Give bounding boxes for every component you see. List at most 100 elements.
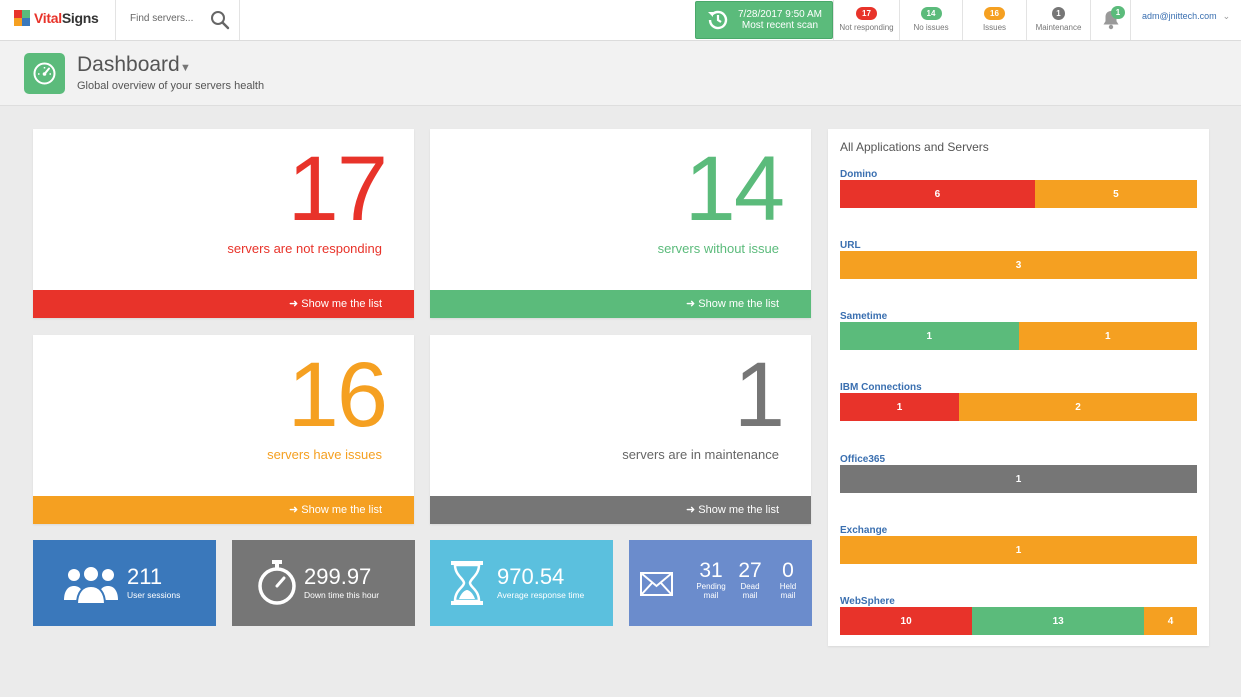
app-name[interactable]: WebSphere: [840, 596, 895, 607]
page-subtitle: Global overview of your servers health: [77, 80, 265, 92]
response-time-value: 970.54: [497, 564, 565, 589]
segment-orange[interactable]: 4: [1144, 607, 1197, 635]
segment-red[interactable]: 10: [840, 607, 973, 635]
app-row-ibm-connections: IBM Connections 1 2: [840, 382, 1197, 421]
most-recent-scan-button[interactable]: 7/28/2017 9:50 AM Most recent scan: [695, 1, 833, 39]
show-list-issues-button[interactable]: ➜ Show me the list: [33, 496, 414, 524]
maintenance-description: servers are in maintenance: [622, 447, 779, 462]
dead-mail-label-2: mail: [742, 591, 758, 600]
scan-date: 7/28/2017 9:50 AM: [738, 9, 822, 20]
tile-mail: 31 Pending mail 27 Dead mail 0 Held mail: [629, 540, 812, 626]
pending-mail-value: 31: [699, 559, 723, 582]
user-email: adm@jnittech.com: [1142, 11, 1217, 21]
user-sessions-value: 211: [127, 564, 163, 589]
app-name[interactable]: Exchange: [840, 525, 888, 536]
history-icon: [708, 10, 728, 30]
segment-red[interactable]: 1: [840, 393, 959, 421]
notifications-badge: 1: [1111, 6, 1125, 19]
held-mail-label-1: Held: [779, 582, 797, 591]
app-name[interactable]: URL: [840, 240, 861, 251]
not-responding-count: 17: [287, 138, 388, 240]
segment-orange[interactable]: 5: [1034, 180, 1197, 208]
notifications-button[interactable]: 1: [1090, 0, 1130, 40]
maintenance-badge: 1: [1052, 7, 1065, 20]
dead-mail-value: 27: [738, 559, 762, 582]
not-responding-description: servers are not responding: [227, 241, 382, 256]
tile-user-sessions: 211 User sessions: [33, 540, 216, 626]
brand-name: VitalSigns: [34, 10, 99, 26]
issues-description: servers have issues: [267, 447, 382, 462]
panel-title: All Applications and Servers: [840, 140, 989, 154]
app-row-websphere: WebSphere 10 13 4: [840, 596, 1197, 635]
stat-issues[interactable]: 16 Issues: [962, 0, 1026, 40]
held-mail-value: 0: [782, 559, 794, 582]
stopwatch-icon: [258, 560, 296, 605]
dead-mail-label-1: Dead: [740, 582, 760, 591]
app-row-domino: Domino 6 5: [840, 169, 1197, 208]
scan-label: Most recent scan: [741, 20, 819, 31]
show-list-not-responding-button[interactable]: ➜ Show me the list: [33, 290, 414, 318]
page-title[interactable]: Dashboard: [77, 53, 180, 76]
pending-mail: 31 Pending mail: [696, 559, 726, 601]
segment-orange[interactable]: 2: [959, 393, 1197, 421]
card-issues: 16 servers have issues ➜ Show me the lis…: [33, 335, 414, 524]
app-row-sametime: Sametime 1 1: [840, 311, 1197, 350]
envelope-icon: [640, 572, 673, 596]
arrow-right-icon: ➜: [289, 504, 299, 516]
maintenance-count: 1: [733, 344, 785, 446]
tile-down-time: 299.97 Down time this hour: [232, 540, 415, 626]
segment-gray[interactable]: 1: [840, 465, 1197, 493]
page-header: Dashboard ▼ Global overview of your serv…: [0, 41, 1241, 106]
show-list-maintenance-button[interactable]: ➜ Show me the list: [430, 496, 811, 524]
response-time-label: Average response time: [497, 590, 585, 600]
not-responding-label: Not responding: [839, 23, 894, 32]
chevron-down-icon[interactable]: ▼: [180, 62, 191, 74]
status-bar: 1: [840, 465, 1197, 493]
card-maintenance: 1 servers are in maintenance ➜ Show me t…: [430, 335, 811, 524]
stat-maintenance[interactable]: 1 Maintenance: [1026, 0, 1090, 40]
issues-badge: 16: [984, 7, 1005, 20]
app-row-office365: Office365 1: [840, 454, 1197, 493]
issues-count: 16: [287, 344, 388, 446]
stat-not-responding[interactable]: 17 Not responding: [833, 0, 899, 40]
segment-red[interactable]: 6: [840, 180, 1035, 208]
hourglass-icon: [451, 561, 483, 605]
issues-label: Issues: [982, 23, 1007, 32]
user-sessions-label: User sessions: [127, 590, 181, 600]
no-issues-description: servers without issue: [657, 241, 779, 256]
user-menu[interactable]: adm@jnittech.com ⌄: [1130, 0, 1241, 40]
top-bar: VitalSigns 7/28/2017 9:50 AM Most recent…: [0, 0, 1241, 41]
status-bar: 1: [840, 536, 1197, 564]
chevron-down-icon: ⌄: [1222, 11, 1231, 21]
search-icon[interactable]: [210, 10, 230, 30]
not-responding-badge: 17: [856, 7, 877, 20]
maintenance-label: Maintenance: [1035, 23, 1082, 32]
down-time-value: 299.97: [304, 564, 372, 589]
held-mail-label-2: mail: [780, 591, 796, 600]
app-row-exchange: Exchange 1: [840, 525, 1197, 564]
segment-green[interactable]: 1: [840, 322, 1019, 350]
show-list-no-issues-button[interactable]: ➜ Show me the list: [430, 290, 811, 318]
app-name[interactable]: Office365: [840, 454, 886, 465]
app-name[interactable]: Sametime: [840, 311, 888, 322]
segment-green[interactable]: 13: [972, 607, 1145, 635]
stat-no-issues[interactable]: 14 No issues: [899, 0, 962, 40]
segment-orange[interactable]: 3: [840, 251, 1197, 279]
app-logo[interactable]: VitalSigns: [14, 10, 99, 26]
segment-orange[interactable]: 1: [1018, 322, 1197, 350]
no-issues-label: No issues: [913, 23, 949, 32]
app-name[interactable]: Domino: [840, 169, 878, 180]
app-name[interactable]: IBM Connections: [840, 382, 922, 393]
pending-mail-label-2: mail: [703, 591, 719, 600]
app-row-url: URL 3: [840, 240, 1197, 279]
segment-orange[interactable]: 1: [840, 536, 1197, 564]
status-bar: 10 13 4: [840, 607, 1197, 635]
card-no-issues: 14 servers without issue ➜ Show me the l…: [430, 129, 811, 318]
logo-mark-icon: [14, 10, 30, 26]
search-input[interactable]: [130, 13, 210, 24]
down-time-label: Down time this hour: [304, 590, 380, 600]
tile-response-time: 970.54 Average response time: [430, 540, 613, 626]
